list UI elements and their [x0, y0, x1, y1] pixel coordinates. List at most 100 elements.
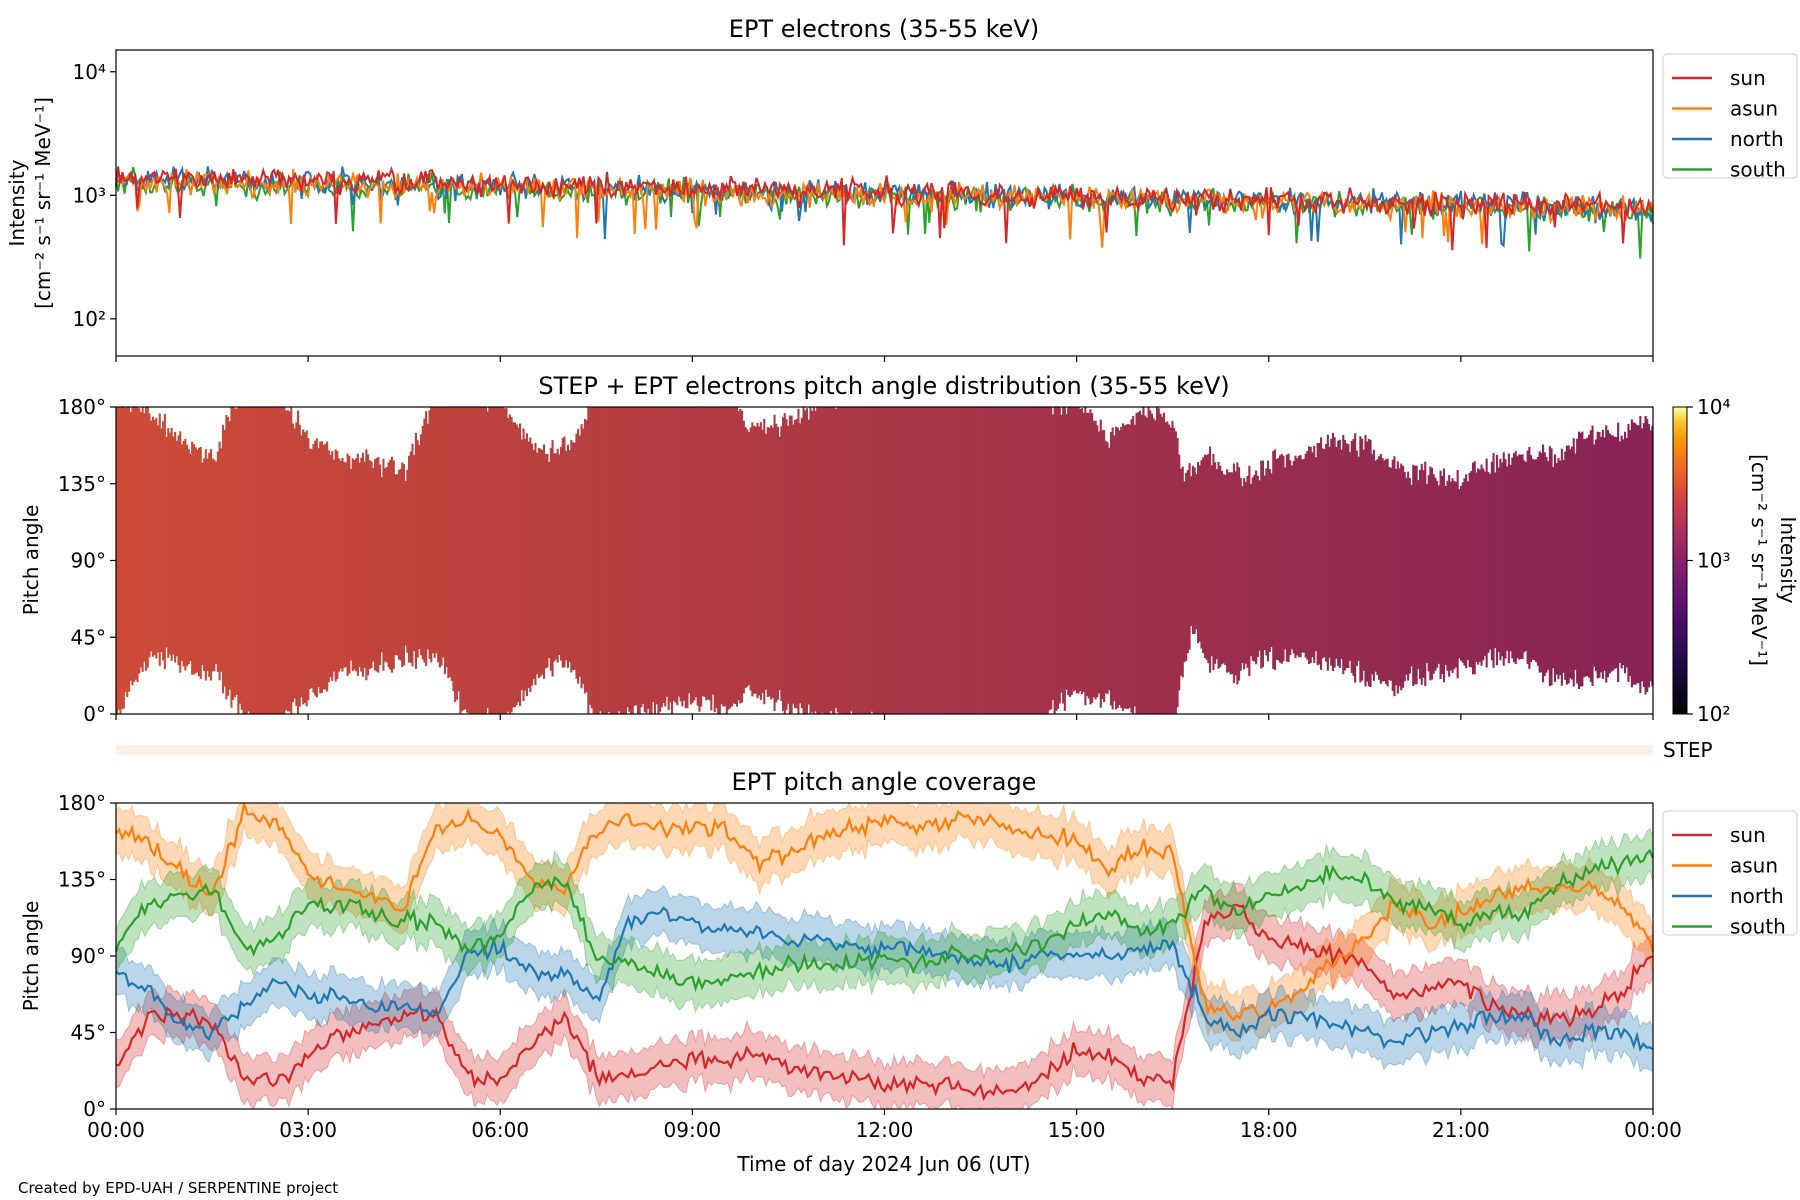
pad-column — [158, 413, 161, 666]
ytick-label: 10³ — [73, 183, 106, 207]
pad-column — [876, 407, 879, 714]
pad-column — [954, 407, 957, 714]
pad-column — [525, 433, 529, 697]
pad-column — [431, 407, 435, 654]
pad-column — [613, 407, 616, 714]
pad-column — [302, 429, 305, 705]
panel-intensity: EPT electrons (35-55 keV) 10² 10³ 10⁴ Inte… — [5, 15, 1798, 362]
pad-column — [782, 417, 785, 711]
pad-column — [618, 407, 621, 712]
pad-column — [607, 407, 610, 712]
pad-column — [391, 456, 394, 673]
xtick-label: 12:00 — [856, 1118, 914, 1142]
pad-column — [572, 442, 575, 671]
pad-column — [722, 407, 725, 707]
pad-column — [520, 439, 523, 691]
pad-column — [1576, 438, 1579, 684]
pad-column — [1077, 407, 1080, 694]
pad-column — [858, 407, 862, 714]
pad-column — [1226, 469, 1229, 673]
pad-column — [669, 407, 672, 703]
pad-column — [652, 407, 655, 702]
pad-column — [587, 407, 590, 714]
panel1-ylabel: Intensity — [5, 159, 29, 246]
pad-column — [1116, 427, 1119, 708]
pad-column — [1390, 467, 1393, 681]
pad-column — [1431, 467, 1434, 680]
pad-column — [1542, 444, 1545, 683]
pad-column — [901, 407, 904, 714]
panel2-title: STEP + EPT electrons pitch angle distrib… — [538, 372, 1229, 400]
pad-column — [496, 407, 499, 714]
pad-column — [344, 462, 347, 668]
pad-column — [1328, 447, 1331, 658]
pad-column — [281, 407, 284, 714]
pad-column — [517, 427, 520, 703]
pad-column — [1212, 453, 1215, 670]
pad-column — [331, 450, 334, 681]
pad-column — [273, 407, 276, 714]
pad-column — [1461, 482, 1464, 663]
pad-column — [1473, 461, 1476, 675]
pad-column — [515, 424, 518, 705]
pad-column — [290, 407, 293, 714]
pad-column — [1320, 437, 1323, 670]
pad-column — [1357, 456, 1360, 661]
pad-column — [770, 425, 773, 700]
pad-column — [1343, 439, 1347, 671]
pad-column — [1224, 474, 1227, 665]
pad-column — [624, 407, 628, 714]
pad-column — [409, 451, 412, 663]
pad-column — [1408, 478, 1411, 674]
pad-column — [1642, 423, 1645, 687]
series-south-line — [115, 166, 1654, 259]
pad-column — [1051, 414, 1055, 700]
pad-column — [300, 435, 303, 698]
pad-column — [1227, 472, 1230, 672]
pad-column — [1586, 437, 1589, 677]
pad-column — [1434, 477, 1437, 671]
pad-column — [1384, 459, 1388, 684]
pad-column — [1294, 455, 1297, 659]
pad-column — [1065, 414, 1068, 690]
pad-column — [298, 424, 301, 707]
pad-column — [377, 456, 380, 673]
pad-column — [392, 460, 395, 669]
pad-column — [665, 407, 669, 697]
pad-column — [1624, 431, 1627, 674]
pad-column — [303, 432, 307, 704]
pad-column — [1402, 465, 1405, 688]
pad-column — [549, 447, 552, 671]
pad-column — [1485, 458, 1488, 668]
pad-column — [250, 407, 254, 714]
pad-column — [1019, 407, 1022, 714]
pad-column — [824, 407, 827, 714]
pad-column — [951, 407, 954, 714]
pad-column — [500, 407, 503, 714]
panel1-xticks — [115, 356, 1654, 362]
legend-label-sun: sun — [1730, 823, 1766, 847]
pad-column — [997, 407, 1000, 714]
pad-column — [1501, 462, 1504, 657]
pad-column — [186, 445, 189, 667]
pad-column — [1280, 454, 1283, 664]
pad-column — [1340, 449, 1343, 659]
pad-column — [1004, 407, 1007, 714]
pad-column — [488, 407, 491, 714]
pad-column — [141, 407, 144, 672]
pad-column — [1272, 451, 1275, 669]
pad-column — [893, 407, 896, 714]
pad-column — [1427, 475, 1430, 672]
pad-column — [968, 407, 971, 714]
pad-column — [597, 407, 600, 714]
pad-column — [206, 458, 209, 671]
pad-column — [636, 407, 640, 714]
pad-column — [1523, 460, 1526, 653]
pad-column — [887, 407, 891, 714]
pad-column — [1475, 472, 1478, 662]
pad-column — [276, 407, 279, 714]
pad-column — [570, 439, 573, 673]
pad-column — [1369, 439, 1372, 688]
pad-column — [647, 407, 650, 709]
pad-column — [1029, 407, 1032, 714]
